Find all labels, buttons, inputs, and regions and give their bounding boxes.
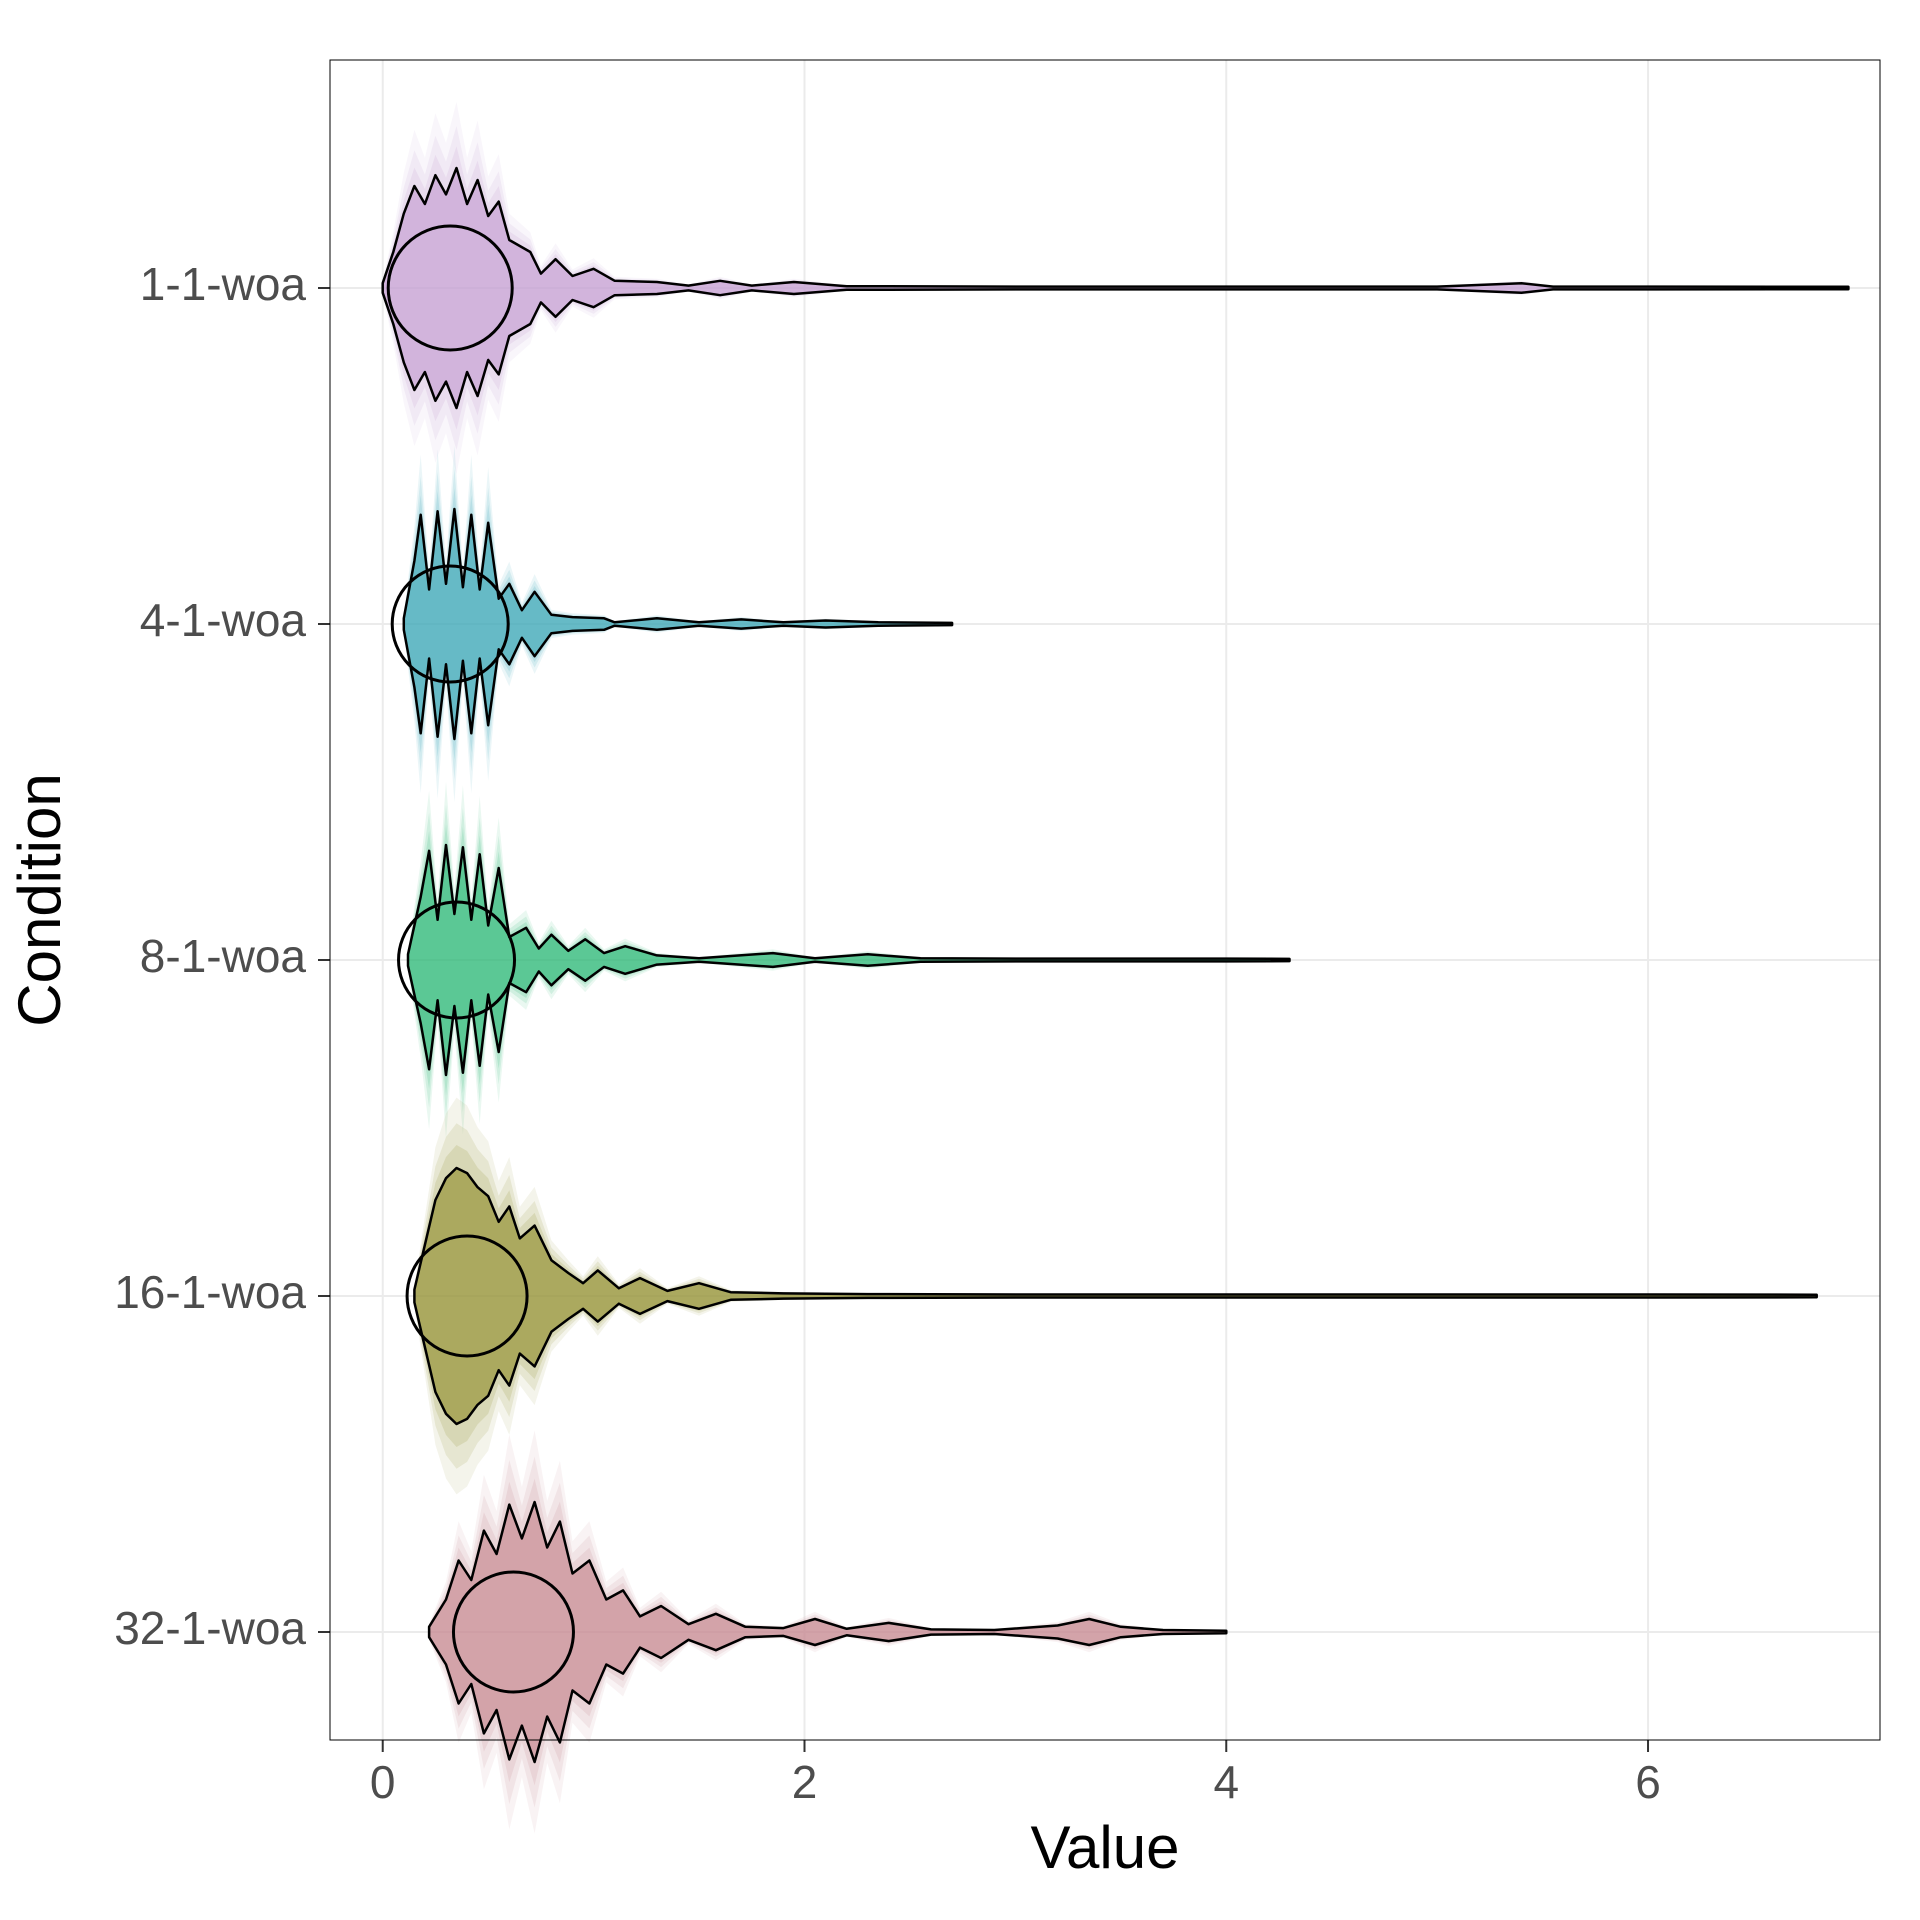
- y-tick-label: 8-1-woa: [140, 930, 307, 982]
- chart-svg: 1-1-woa 4-1-woa 8-1-woa 16-1-woa 32-1-woa 0 2 4…: [0, 0, 1920, 1920]
- y-tick-label: 32-1-woa: [114, 1602, 306, 1654]
- y-tick-label: 1-1-woa: [140, 258, 307, 310]
- y-tick-label: 16-1-woa: [114, 1266, 306, 1318]
- x-tick-label: 0: [370, 1756, 396, 1808]
- x-tick-label: 4: [1213, 1756, 1239, 1808]
- violin-chart: 1-1-woa 4-1-woa 8-1-woa 16-1-woa 32-1-woa 0 2 4…: [0, 0, 1920, 1920]
- y-axis-title: Condition: [6, 773, 73, 1027]
- x-axis-title: Value: [1030, 1814, 1179, 1881]
- y-tick-label: 4-1-woa: [140, 594, 307, 646]
- x-tick-label: 2: [792, 1756, 818, 1808]
- x-tick-label: 6: [1635, 1756, 1661, 1808]
